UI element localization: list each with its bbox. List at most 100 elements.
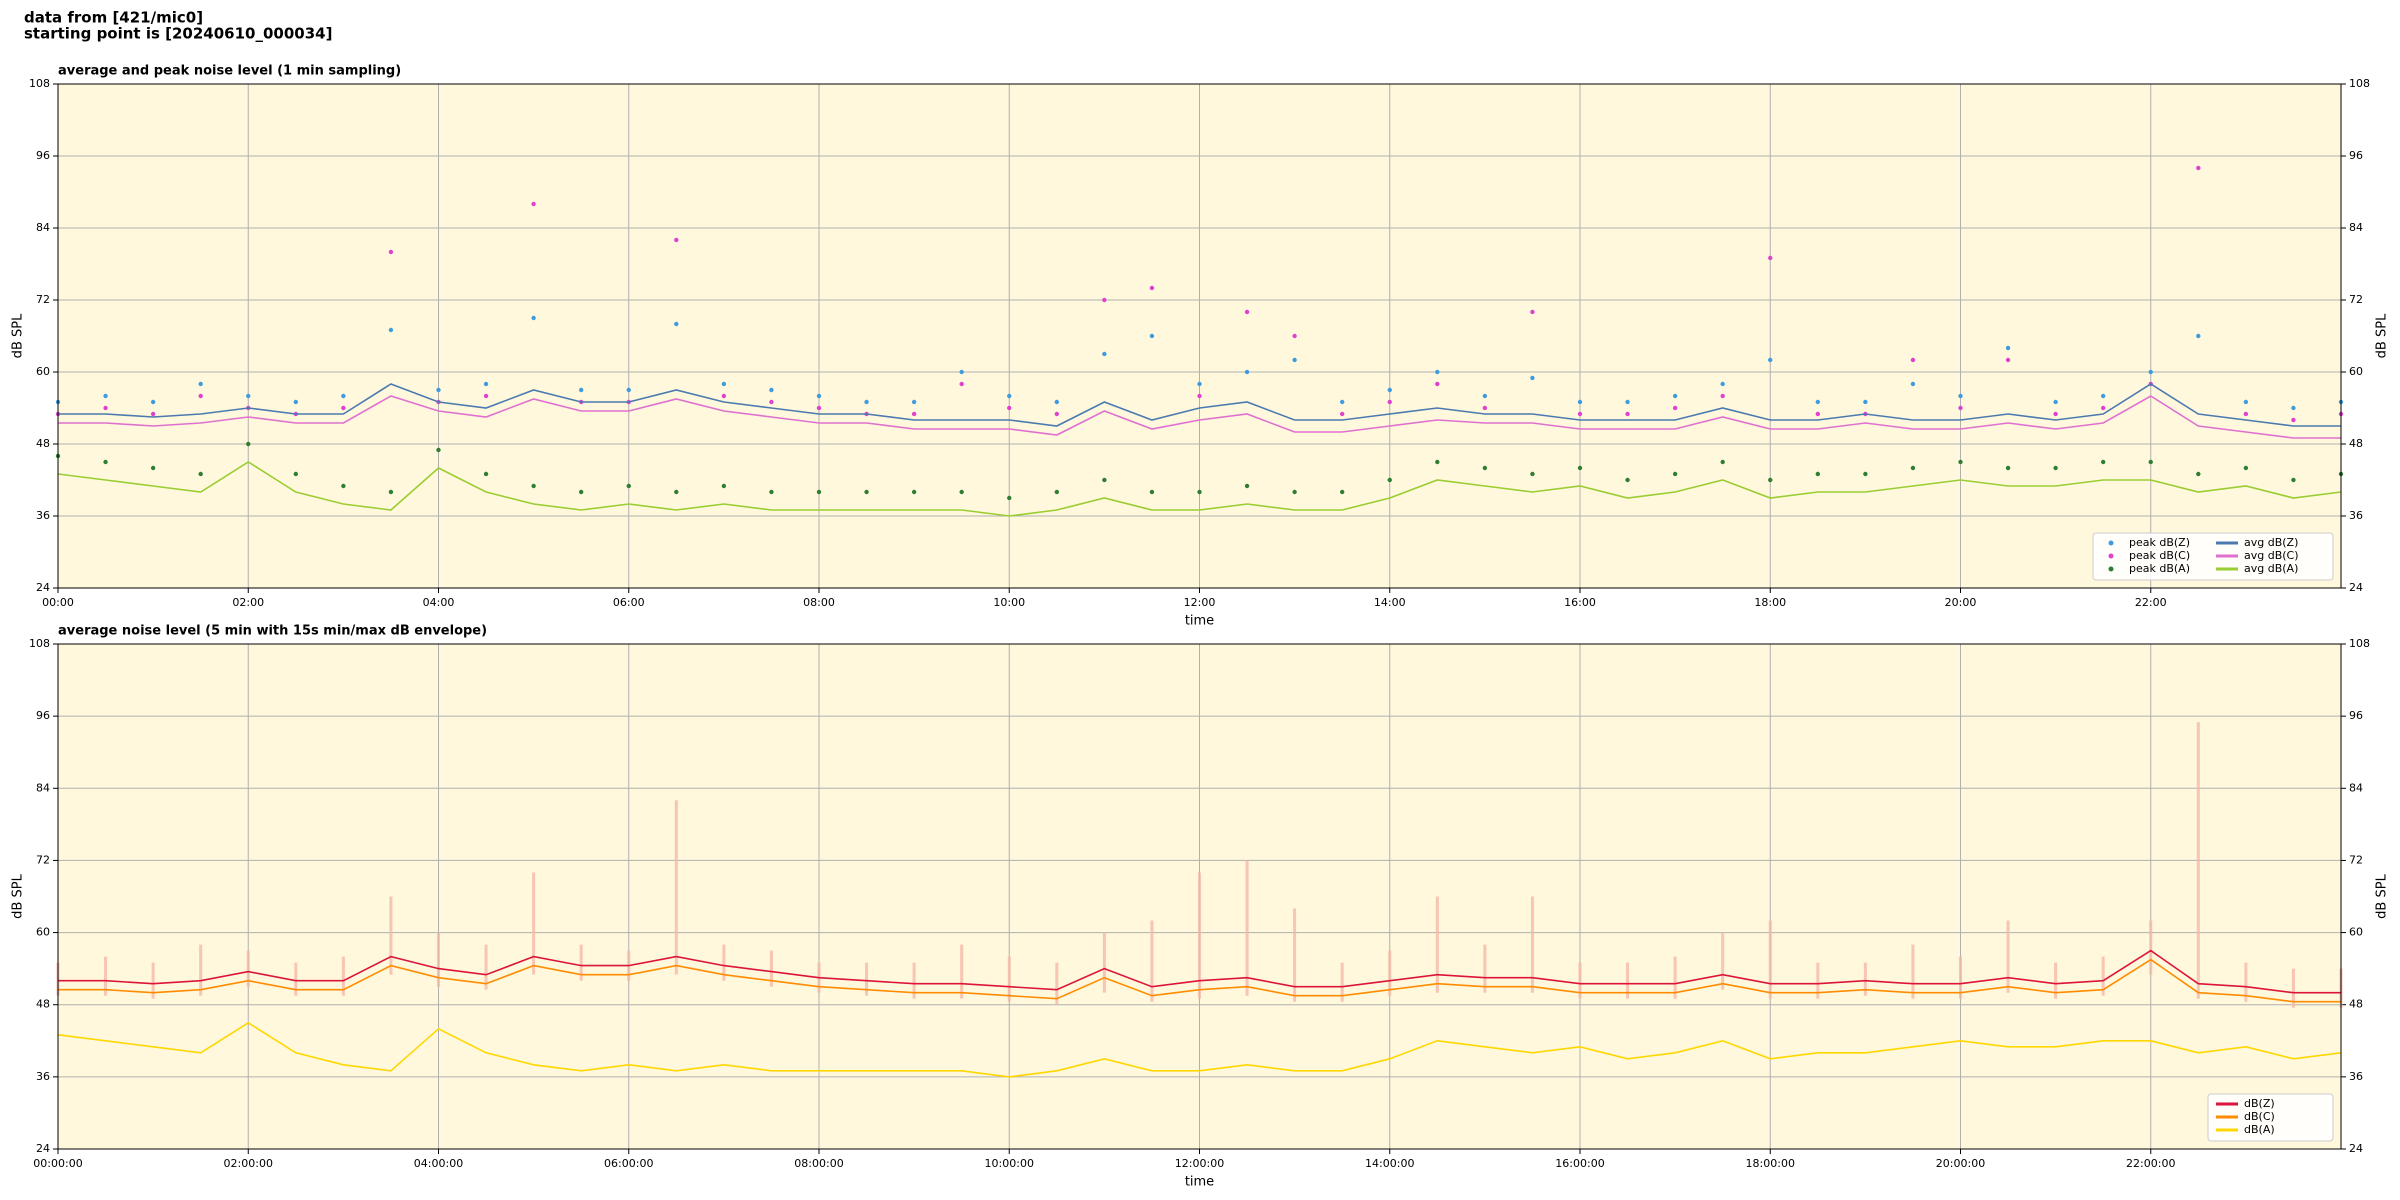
x-axis-label: time bbox=[1185, 1175, 1214, 1190]
x-tick-label: 14:00 bbox=[1374, 596, 1406, 609]
x-tick-label: 18:00 bbox=[1754, 596, 1786, 609]
y2-tick-label: 24 bbox=[2349, 581, 2363, 594]
x-tick-label: 06:00:00 bbox=[604, 1157, 653, 1170]
legend-marker bbox=[2108, 540, 2114, 546]
peak-point bbox=[578, 489, 584, 495]
peak-point bbox=[1577, 411, 1583, 417]
peak-point bbox=[1102, 351, 1107, 357]
peak-point bbox=[1007, 405, 1012, 411]
peak-point bbox=[293, 471, 299, 477]
peak-point bbox=[1530, 375, 1535, 381]
peak-point bbox=[388, 489, 394, 495]
peak-point bbox=[1482, 405, 1488, 411]
peak-point bbox=[1768, 477, 1773, 483]
y-tick-label: 84 bbox=[36, 781, 50, 794]
peak-point bbox=[1339, 399, 1345, 405]
series-line bbox=[58, 383, 2341, 427]
legend-label: peak dB(Z) bbox=[2129, 536, 2190, 549]
x-tick-label: 04:00:00 bbox=[414, 1157, 463, 1170]
peak-point bbox=[911, 399, 917, 405]
peak-point bbox=[1672, 471, 1678, 477]
y2-axis-label: dB SPL bbox=[2375, 313, 2390, 358]
peak-point bbox=[1292, 357, 1297, 363]
y-tick-label: 96 bbox=[36, 709, 50, 722]
peak-point bbox=[1720, 459, 1725, 465]
legend-label: dB(A) bbox=[2244, 1123, 2275, 1136]
legend-label: dB(Z) bbox=[2244, 1097, 2275, 1110]
peak-point bbox=[674, 321, 679, 327]
x-tick-label: 00:00:00 bbox=[33, 1157, 82, 1170]
peak-point bbox=[959, 381, 964, 387]
peak-point bbox=[1910, 381, 1916, 387]
y-axis-label: dB SPL bbox=[11, 313, 26, 358]
legend-marker bbox=[2108, 566, 2114, 572]
peak-point bbox=[198, 393, 203, 399]
y-tick-label: 60 bbox=[36, 365, 50, 378]
peak-point bbox=[674, 489, 679, 495]
peak-point bbox=[1625, 477, 1630, 483]
peak-point bbox=[1863, 399, 1868, 405]
y-tick-label: 108 bbox=[29, 637, 50, 650]
peak-point bbox=[341, 483, 346, 489]
x-tick-label: 06:00 bbox=[613, 596, 645, 609]
peak-point bbox=[246, 393, 251, 399]
peak-point bbox=[2100, 405, 2106, 411]
peak-point bbox=[1577, 465, 1583, 471]
y-tick-label: 72 bbox=[36, 853, 50, 866]
peak-point bbox=[959, 369, 964, 375]
peak-point bbox=[1672, 393, 1678, 399]
header-line: data from [421/mic0] bbox=[24, 9, 203, 27]
peak-point bbox=[1244, 369, 1250, 375]
peak-point bbox=[531, 315, 536, 321]
peak-point bbox=[531, 201, 536, 207]
peak-point bbox=[1007, 393, 1012, 399]
peak-point bbox=[150, 399, 156, 405]
x-tick-label: 16:00:00 bbox=[1555, 1157, 1604, 1170]
peak-point bbox=[483, 471, 489, 477]
peak-point bbox=[1244, 483, 1250, 489]
peak-point bbox=[769, 399, 774, 405]
legend-label: peak dB(A) bbox=[2129, 562, 2190, 575]
peak-point bbox=[769, 489, 774, 495]
peak-point bbox=[1149, 489, 1155, 495]
peak-point bbox=[1530, 309, 1535, 315]
peak-point bbox=[103, 405, 108, 411]
peak-point bbox=[1244, 309, 1250, 315]
peak-point bbox=[341, 405, 346, 411]
x-tick-label: 08:00 bbox=[803, 596, 835, 609]
peak-point bbox=[2243, 465, 2249, 471]
y-tick-label: 36 bbox=[36, 1070, 50, 1083]
peak-point bbox=[1815, 399, 1821, 405]
x-tick-label: 04:00 bbox=[423, 596, 455, 609]
peak-point bbox=[2196, 333, 2201, 339]
peak-point bbox=[1958, 393, 1963, 399]
series-line bbox=[58, 949, 2341, 994]
peak-point bbox=[246, 441, 251, 447]
x-tick-label: 22:00 bbox=[2135, 596, 2167, 609]
peak-point bbox=[578, 387, 584, 393]
peak-point bbox=[1672, 405, 1678, 411]
peak-point bbox=[816, 405, 822, 411]
peak-point bbox=[2291, 417, 2296, 423]
x-tick-label: 02:00 bbox=[232, 596, 264, 609]
x-axis-label: time bbox=[1185, 614, 1214, 629]
peak-point bbox=[1482, 393, 1488, 399]
series-line bbox=[58, 958, 2341, 1003]
x-tick-label: 10:00 bbox=[993, 596, 1025, 609]
peak-point bbox=[2243, 399, 2249, 405]
peak-point bbox=[1435, 369, 1440, 375]
peak-point bbox=[1197, 489, 1202, 495]
subplot-title: average noise level (5 min with 15s min/… bbox=[58, 624, 487, 639]
peak-point bbox=[103, 393, 108, 399]
legend-label: avg dB(A) bbox=[2244, 562, 2298, 575]
peak-point bbox=[1102, 297, 1107, 303]
peak-point bbox=[1910, 357, 1916, 363]
y-axis-label: dB SPL bbox=[11, 873, 26, 918]
peak-point bbox=[1720, 393, 1725, 399]
y2-tick-label: 24 bbox=[2349, 1142, 2363, 1155]
y2-tick-label: 60 bbox=[2349, 926, 2363, 939]
x-tick-label: 02:00:00 bbox=[224, 1157, 273, 1170]
y2-tick-label: 84 bbox=[2349, 221, 2363, 234]
peak-point bbox=[2196, 165, 2201, 171]
